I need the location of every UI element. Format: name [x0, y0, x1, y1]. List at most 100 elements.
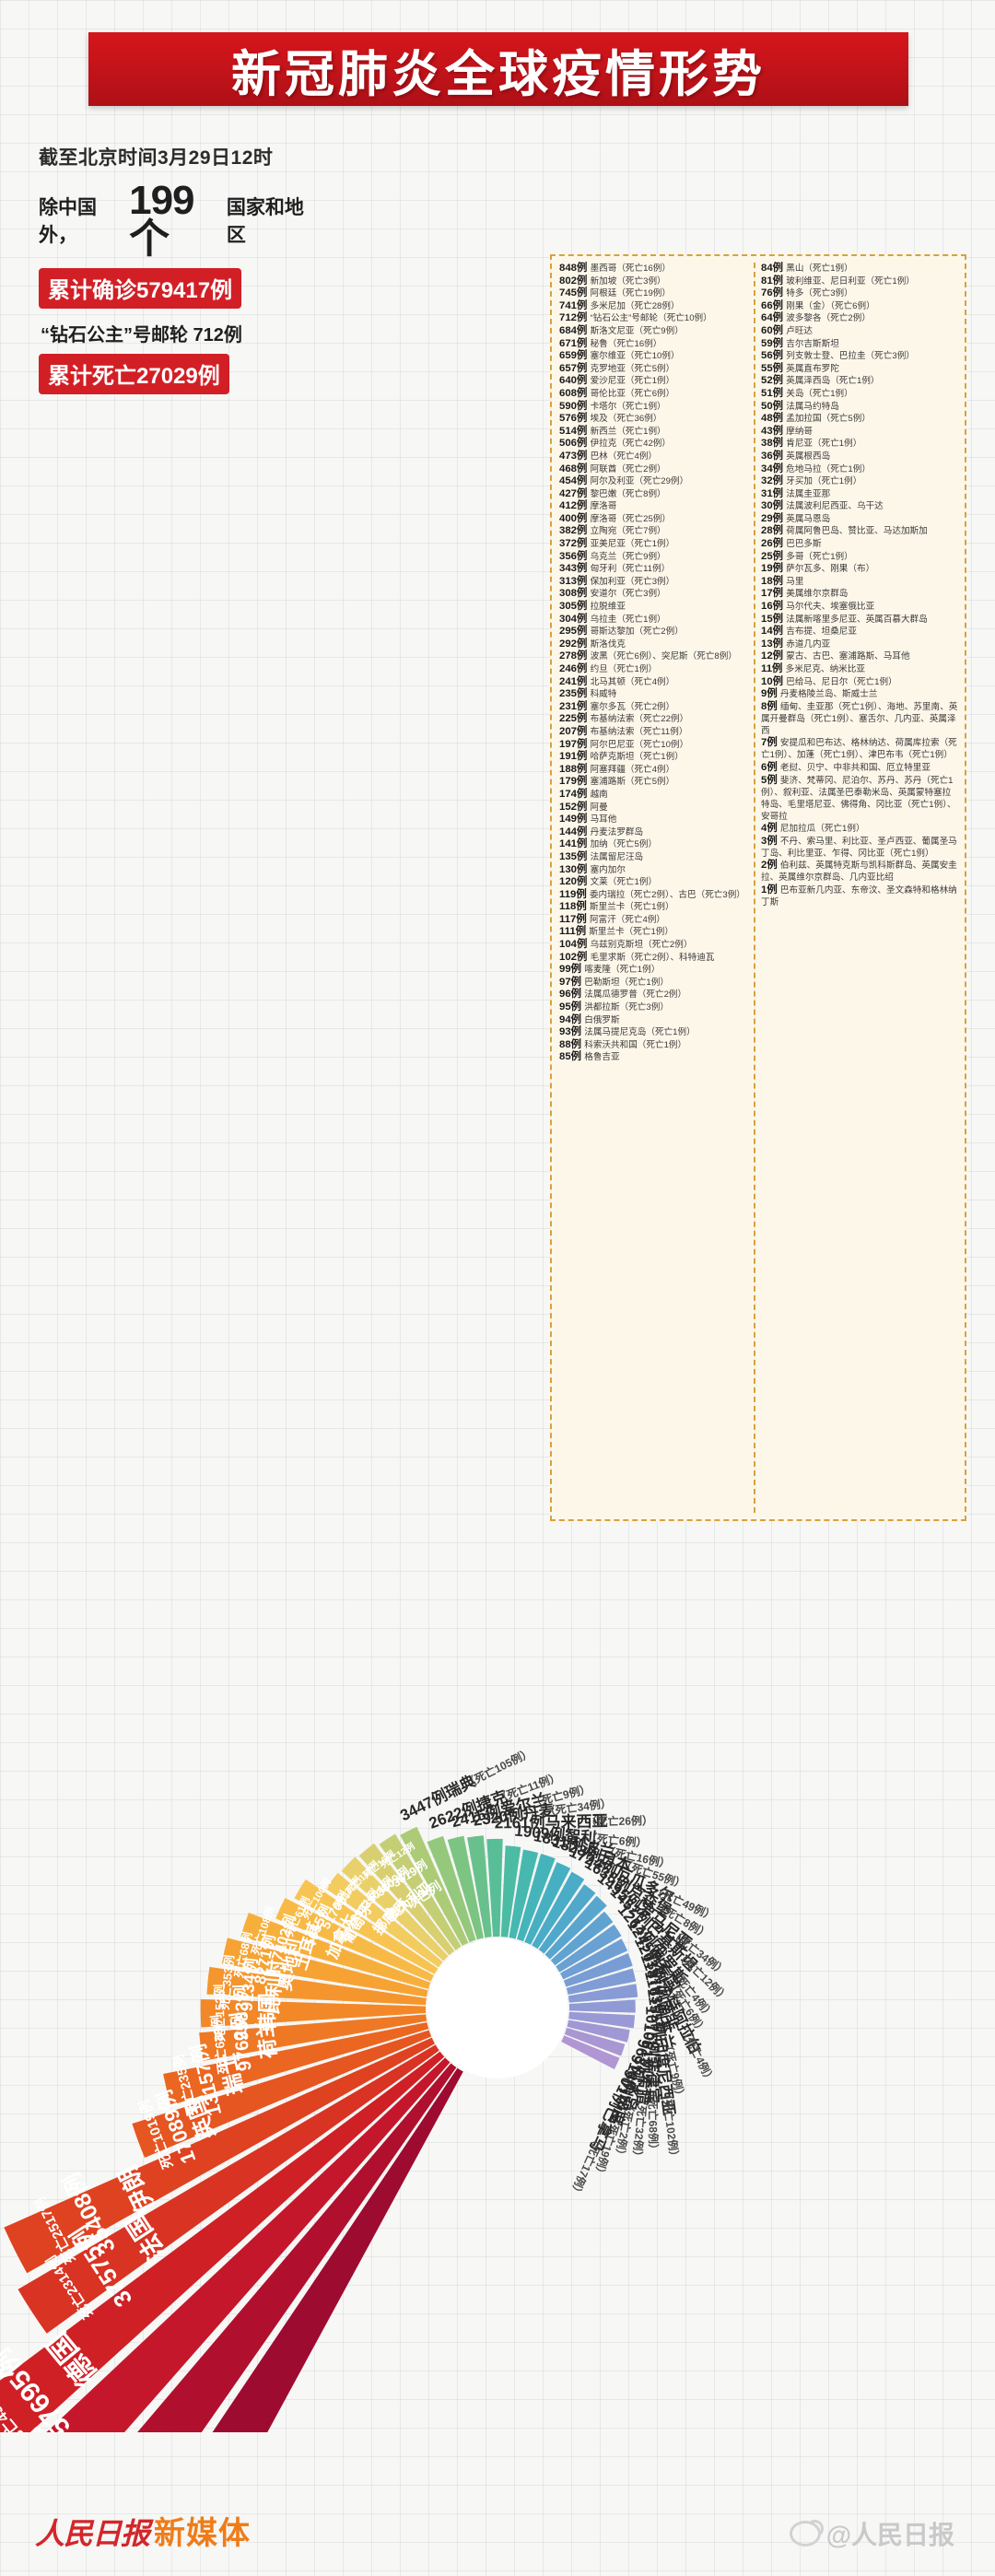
fan-wedge-33[interactable]	[556, 1924, 622, 1973]
list-right-item: 50例 法属马约特岛	[761, 401, 959, 413]
list-item-countries: 关岛（死亡1例）	[786, 388, 853, 399]
fan-wedge-12[interactable]	[221, 1938, 428, 1997]
list-right-item: 1例 巴布亚新几内亚、东帝汶、圣文森特和格林纳丁斯	[761, 884, 959, 908]
list-left-item: 848例 墨西哥（死亡16例）	[559, 263, 748, 275]
fan-wedge-2[interactable]	[0, 2063, 457, 2432]
fan-wedge-4[interactable]	[0, 2051, 445, 2432]
list-left-item: 295例 哥斯达黎加（死亡2例）	[559, 626, 748, 638]
list-item-countries: 多哥（死亡1例）	[786, 551, 853, 562]
list-item-count: 30例	[761, 500, 787, 512]
fan-wedge-7[interactable]	[132, 2030, 432, 2158]
fan-wedge-3[interactable]	[0, 2057, 451, 2432]
list-left-item: 94例 白俄罗斯	[559, 1014, 748, 1026]
peoples-daily-logo: 人民日报	[35, 2516, 150, 2551]
fan-wedge-17[interactable]	[341, 1856, 449, 1961]
fan-wedge-5[interactable]	[18, 2044, 439, 2334]
list-item-count: 343例	[559, 563, 591, 575]
list-left-item: 118例 斯里兰卡（死亡1例）	[559, 901, 748, 913]
list-item-countries: 科威特	[590, 689, 617, 700]
list-right-item: 6例 老挝、贝宁、中非共和国、厄立特里亚	[761, 762, 959, 774]
list-item-countries: 喀麦隆（死亡1例）	[584, 965, 661, 976]
list-item-countries: 法属新喀里多尼亚、英属百慕大群岛	[786, 614, 928, 625]
list-item-count: 14例	[761, 626, 787, 638]
fan-wedge-13[interactable]	[240, 1912, 431, 1989]
list-item-count: 225例	[559, 713, 591, 725]
list-right-item: 17例 美属维尔京群岛	[761, 588, 959, 600]
list-right-item: 76例 特多（死亡3例）	[761, 287, 959, 299]
list-item-countries: 乌拉圭（死亡1例）	[590, 614, 666, 625]
list-left-item: 741例 多米尼加（死亡28例）	[559, 300, 748, 312]
fan-wedge-15[interactable]	[294, 1879, 439, 1974]
list-item-count: 94例	[559, 1013, 585, 1025]
fan-wedge-36[interactable]	[566, 1968, 637, 1996]
fan-wedge-29[interactable]	[532, 1871, 585, 1950]
fan-wedge-39[interactable]	[568, 2011, 636, 2029]
list-item-count: 659例	[559, 350, 591, 362]
fan-wedge-34[interactable]	[559, 1938, 628, 1980]
fan-wedge-14[interactable]	[275, 1898, 434, 1982]
list-item-countries: 塞内加尔	[590, 864, 626, 875]
fan-wedge-24[interactable]	[486, 1838, 503, 1938]
fan-wedge-22[interactable]	[447, 1835, 485, 1940]
list-item-count: 66例	[761, 299, 787, 311]
fan-wedge-26[interactable]	[509, 1849, 539, 1939]
list-item-countries: 特多（死亡3例）	[786, 288, 853, 299]
fan-wedge-23[interactable]	[467, 1835, 492, 1938]
list-left-item: 684例 斯洛文尼亚（死亡9例）	[559, 325, 748, 337]
fan-wedge-28[interactable]	[524, 1862, 571, 1945]
fan-wedge-6[interactable]	[4, 2037, 436, 2274]
fan-wedge-27[interactable]	[517, 1853, 556, 1942]
list-item-countries: 保加利亚（死亡3例）	[590, 576, 675, 587]
list-item-count: 102例	[559, 951, 591, 963]
fan-wedge-32[interactable]	[550, 1911, 614, 1966]
fan-wedge-37[interactable]	[568, 1984, 638, 2003]
outer-label-deaths-38: （死亡68例）	[646, 2087, 661, 2155]
fan-wedge-40[interactable]	[567, 2020, 630, 2043]
fan-wedge-18[interactable]	[358, 1843, 455, 1956]
fan-wedge-19[interactable]	[379, 1833, 462, 1950]
fan-wedge-38[interactable]	[568, 1999, 636, 2013]
fan-wedge-41[interactable]	[564, 2028, 626, 2056]
list-left-item: 231例 塞尔多瓦（死亡2例）	[559, 701, 748, 713]
list-item-countries: 法属留尼汪岛	[590, 851, 644, 862]
list-item-count: 8例	[761, 700, 780, 712]
fan-wedge-11[interactable]	[206, 1966, 427, 2006]
list-item-countries: 克罗地亚（死亡5例）	[590, 363, 675, 374]
list-item-count: 745例	[559, 287, 591, 299]
list-item-countries: 乌克兰（死亡9例）	[590, 551, 666, 562]
list-right-item: 59例 吉尔吉斯斯坦	[761, 338, 959, 350]
list-item-countries: 哥伦比亚（死亡6例）	[590, 388, 675, 399]
list-left-item: 514例 新西兰（死亡1例）	[559, 426, 748, 438]
list-item-countries: 阿联酋（死亡2例）	[590, 463, 666, 474]
list-right-item: 29例 英属马恩岛	[761, 513, 959, 525]
fan-wedge-1[interactable]	[0, 2067, 463, 2432]
fan-wedge-16[interactable]	[325, 1872, 443, 1968]
list-item-countries: 多米尼加（死亡28例）	[590, 300, 680, 311]
fan-wedge-30[interactable]	[538, 1884, 596, 1954]
list-left-item: 343例 匈牙利（死亡11例）	[559, 563, 748, 575]
list-right-item: 2例 伯利兹、英属特克斯与凯科斯群岛、英属安圭拉、英属维尔京群岛、几内亚比绍	[761, 860, 959, 884]
fan-wedge-9[interactable]	[199, 2014, 427, 2061]
list-right-item: 19例 萨尔瓦多、刚果（布）	[761, 563, 959, 575]
fan-wedge-42[interactable]	[561, 2035, 620, 2070]
list-item-count: 506例	[559, 438, 591, 450]
list-item-count: 26例	[761, 538, 787, 550]
fan-wedge-31[interactable]	[544, 1895, 607, 1960]
fan-wedge-21[interactable]	[427, 1835, 476, 1943]
fan-wedge-35[interactable]	[563, 1953, 633, 1987]
list-item-count: 59例	[761, 337, 787, 349]
list-item-countries: 赤道几内亚	[786, 638, 831, 650]
fan-wedge-10[interactable]	[200, 1998, 427, 2028]
fan-wedge-8[interactable]	[163, 2021, 429, 2106]
list-right-item: 31例 法属圭亚那	[761, 488, 959, 500]
list-item-countries: 北马其顿（死亡4例）	[590, 676, 675, 687]
fan-wedge-25[interactable]	[500, 1845, 521, 1938]
list-item-count: 292例	[559, 638, 591, 650]
list-left-item: 241例 北马其顿（死亡4例）	[559, 676, 748, 688]
outer-label-deaths-24: （死亡26例）	[585, 1813, 653, 1828]
fan-wedge-20[interactable]	[400, 1826, 469, 1947]
list-item-count: 130例	[559, 863, 591, 875]
list-left-item: 149例 马耳他	[559, 814, 748, 825]
list-item-countries: 摩纳哥	[786, 426, 814, 437]
list-item-countries: 新加坡（死亡3例）	[590, 275, 666, 287]
